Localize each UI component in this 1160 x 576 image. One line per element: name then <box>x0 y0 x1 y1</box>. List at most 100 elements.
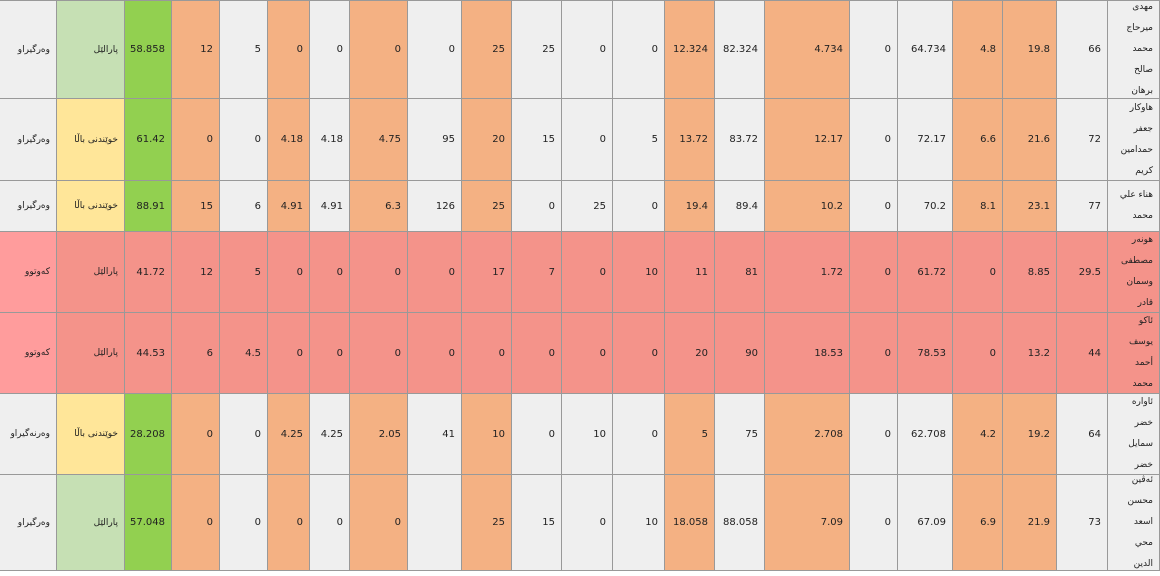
score-cell: 41 <box>408 394 462 475</box>
score-cell: 0 <box>613 394 665 475</box>
score-cell: 0 <box>850 232 898 313</box>
score-cell: 0 <box>562 313 613 394</box>
score-cell: 1.72 <box>765 232 850 313</box>
student-name: هناء علي محمد <box>1108 181 1160 232</box>
score-cell: 0 <box>310 313 350 394</box>
score-cell: 7 <box>512 232 562 313</box>
score-cell: 88.058 <box>715 475 765 571</box>
score-cell <box>408 475 462 571</box>
score-cell: 0 <box>268 1 310 99</box>
score-cell: 0 <box>310 232 350 313</box>
score-cell: 21.6 <box>1003 99 1057 181</box>
score-cell: 6 <box>220 181 268 232</box>
score-cell: 0 <box>562 1 613 99</box>
score-cell: 61.42 <box>125 99 172 181</box>
score-cell: 0 <box>310 475 350 571</box>
score-cell: 0 <box>562 232 613 313</box>
score-cell: 72.17 <box>898 99 953 181</box>
score-cell: 4.5 <box>220 313 268 394</box>
score-cell: 8.85 <box>1003 232 1057 313</box>
score-cell: 0 <box>850 99 898 181</box>
score-cell: 15 <box>512 475 562 571</box>
score-cell: 0 <box>562 475 613 571</box>
score-cell: 20 <box>462 99 512 181</box>
score-cell: 0 <box>850 394 898 475</box>
track: پارالێل <box>57 313 125 394</box>
student-name: ئاکو یوسف أحمد محمد <box>1108 313 1160 394</box>
track: پارالێل <box>57 475 125 571</box>
score-cell: 19.8 <box>1003 1 1057 99</box>
score-cell: 5 <box>220 1 268 99</box>
score-cell: 78.53 <box>898 313 953 394</box>
score-cell: 13.2 <box>1003 313 1057 394</box>
track: پارالێل <box>57 232 125 313</box>
score-cell: 0 <box>408 1 462 99</box>
score-cell: 75 <box>715 394 765 475</box>
score-cell: 25 <box>462 181 512 232</box>
score-cell: 0 <box>310 1 350 99</box>
score-cell: 70.2 <box>898 181 953 232</box>
score-cell: 0 <box>268 475 310 571</box>
score-cell: 6.6 <box>953 99 1003 181</box>
score-cell: 89.4 <box>715 181 765 232</box>
score-cell: 4.91 <box>310 181 350 232</box>
score-cell: 12.324 <box>665 1 715 99</box>
student-name: هاوکار جعفر حمدامین کریم <box>1108 99 1160 181</box>
score-cell: 0 <box>350 475 408 571</box>
score-cell: 4.91 <box>268 181 310 232</box>
score-cell: 4.18 <box>268 99 310 181</box>
score-cell: 19.4 <box>665 181 715 232</box>
score-cell: 83.72 <box>715 99 765 181</box>
status: وەرگیراو <box>0 181 57 232</box>
score-cell: 41.72 <box>125 232 172 313</box>
score-cell: 0 <box>512 313 562 394</box>
student-name: ئەڤین محسن اسعد محي الدين <box>1108 475 1160 571</box>
score-cell: 10 <box>613 232 665 313</box>
score-cell: 0 <box>268 313 310 394</box>
score-cell: 25 <box>462 1 512 99</box>
score-cell: 6.3 <box>350 181 408 232</box>
score-cell: 2.05 <box>350 394 408 475</box>
score-cell: 15 <box>172 181 220 232</box>
score-cell: 0 <box>172 475 220 571</box>
score-cell: 5 <box>665 394 715 475</box>
status: وەرگیراو <box>0 99 57 181</box>
score-cell: 0 <box>562 99 613 181</box>
status: کەوتوو <box>0 313 57 394</box>
score-cell: 25 <box>512 1 562 99</box>
score-cell: 57.048 <box>125 475 172 571</box>
score-cell: 0 <box>613 181 665 232</box>
score-cell: 10 <box>562 394 613 475</box>
score-cell: 0 <box>220 394 268 475</box>
score-cell: 44.53 <box>125 313 172 394</box>
track: خوێندنی باڵا <box>57 394 125 475</box>
score-cell: 11 <box>665 232 715 313</box>
score-cell: 4.2 <box>953 394 1003 475</box>
score-cell: 82.324 <box>715 1 765 99</box>
score-cell: 88.91 <box>125 181 172 232</box>
score-cell: 6.9 <box>953 475 1003 571</box>
score-cell: 64.734 <box>898 1 953 99</box>
score-cell: 62.708 <box>898 394 953 475</box>
score-cell: 15 <box>512 99 562 181</box>
score-cell: 25 <box>562 181 613 232</box>
track: خوێندنی باڵا <box>57 99 125 181</box>
student-name: ئاوارە خضر سمایل خضر <box>1108 394 1160 475</box>
score-cell: 13.72 <box>665 99 715 181</box>
score-cell: 0 <box>350 232 408 313</box>
score-cell: 0 <box>172 394 220 475</box>
score-cell: 81 <box>715 232 765 313</box>
score-cell: 21.9 <box>1003 475 1057 571</box>
score-cell: 5 <box>613 99 665 181</box>
score-cell: 61.72 <box>898 232 953 313</box>
score-cell: 95 <box>408 99 462 181</box>
score-cell: 66 <box>1057 1 1108 99</box>
score-cell: 10.2 <box>765 181 850 232</box>
score-cell: 18.058 <box>665 475 715 571</box>
status: کەوتوو <box>0 232 57 313</box>
status: وەرگیراو <box>0 475 57 571</box>
score-cell: 0 <box>850 1 898 99</box>
score-cell: 73 <box>1057 475 1108 571</box>
score-cell: 0 <box>953 232 1003 313</box>
